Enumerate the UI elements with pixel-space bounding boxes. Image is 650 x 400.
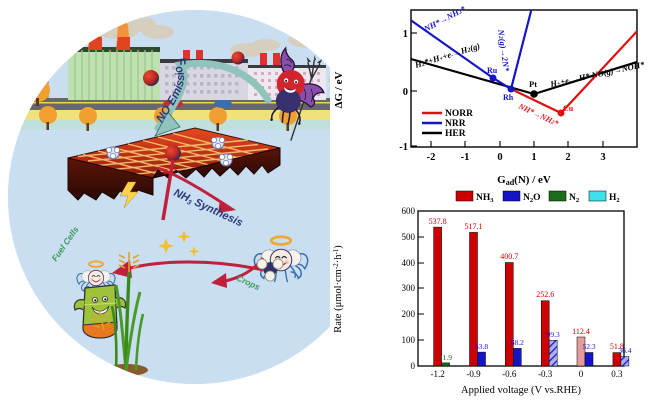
svg-text:Pt: Pt [529,79,537,89]
svg-text:0: 0 [497,152,502,163]
svg-text:-2: -2 [427,152,436,163]
svg-text:N2O: N2O [523,193,541,204]
svg-text:-1.2: -1.2 [430,369,444,379]
svg-text:537.8: 537.8 [429,217,447,226]
svg-text:0: 0 [411,361,416,371]
svg-text:517.1: 517.1 [465,222,483,231]
svg-text:0: 0 [579,369,584,379]
svg-text:52.3: 52.3 [582,342,595,351]
svg-text:Rate (μmol·cm-2·h-1): Rate (μmol·cm-2·h-1) [332,245,344,333]
svg-text:53.8: 53.8 [475,342,488,351]
svg-text:-0.6: -0.6 [502,369,517,379]
svg-text:100: 100 [402,335,416,345]
svg-text:300: 300 [402,283,416,293]
svg-text:2: 2 [565,152,570,163]
svg-text:NH*→NH2*: NH*→NH2* [516,101,561,128]
svg-text:N2: N2 [569,193,579,204]
svg-text:0: 0 [403,87,408,98]
svg-text:NH3: NH3 [476,193,494,204]
svg-text:H++e-→H* NO(g)→NOH*: H++e-→H* NO(g)→NOH* [548,59,646,89]
svg-text:-0.3: -0.3 [538,369,553,379]
svg-text:1: 1 [403,29,408,40]
svg-text:400.7: 400.7 [500,252,518,261]
svg-text:600: 600 [402,206,416,216]
svg-text:3: 3 [600,152,605,163]
svg-text:ΔG / eV: ΔG / eV [333,72,345,109]
svg-text:NORR: NORR [445,109,473,119]
svg-text:-0.9: -0.9 [466,369,481,379]
svg-text:Rh: Rh [503,93,514,102]
svg-text:68.2: 68.2 [511,338,524,347]
svg-text:99.3: 99.3 [547,330,560,339]
svg-text:11.9: 11.9 [439,353,452,362]
svg-text:HER: HER [445,129,466,139]
svg-text:H2: H2 [609,193,620,204]
svg-text:252.6: 252.6 [536,290,554,299]
svg-text:500: 500 [402,232,416,242]
svg-text:36.4: 36.4 [618,346,631,355]
svg-text:-1: -1 [461,152,470,163]
svg-text:112.4: 112.4 [572,327,590,336]
svg-text:Gad(N) / eV: Gad(N) / eV [497,174,551,187]
svg-text:NH*→NH2*: NH*→NH2* [421,3,467,34]
svg-text:Cu: Cu [563,104,574,113]
svg-text:200: 200 [402,309,416,319]
svg-text:-1: -1 [399,142,408,153]
svg-text:Applied voltage (V vs.RHE): Applied voltage (V vs.RHE) [461,385,581,396]
svg-text:N2(g)→2N*: N2(g)→2N* [496,28,512,73]
svg-text:400: 400 [402,258,416,268]
svg-text:1: 1 [531,152,536,163]
svg-text:NRR: NRR [445,119,466,129]
svg-text:Ru: Ru [487,66,498,75]
svg-text:0.3: 0.3 [611,369,623,379]
